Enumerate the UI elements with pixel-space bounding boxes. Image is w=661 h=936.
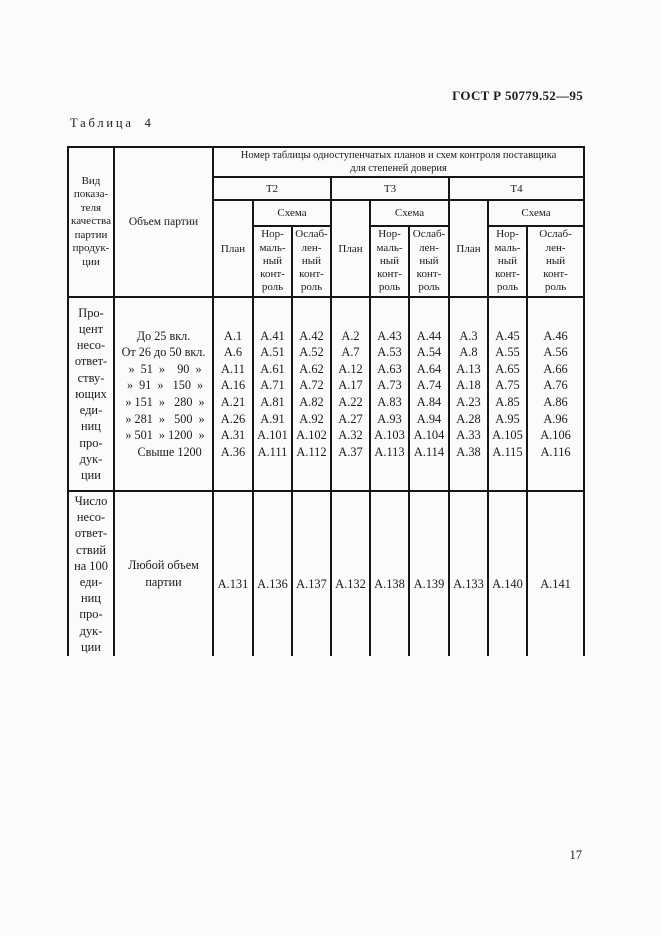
table-row-nonconformities-per-100: Число несо- ответ- ствий на 100 еди- ниц… xyxy=(67,490,586,656)
cell-t2-plan: А.131 xyxy=(212,490,254,656)
header-t3-reduced-control: Ослаб- лен- ный конт- роль xyxy=(408,225,450,298)
header-t2-normal-control: Нор- маль- ный конт- роль xyxy=(252,225,293,298)
header-kind-of-indicator: Вид показа- теля качества партии продук-… xyxy=(67,146,115,298)
cell-t2-reduced: А.42 А.52 А.62 А.72 А.82 А.92 А.102 А.11… xyxy=(291,296,332,492)
header-t3-plan: План xyxy=(330,199,371,298)
header-t3-normal-control: Нор- маль- ный конт- роль xyxy=(369,225,410,298)
sampling-plans-table: Вид показа- теля качества партии продук-… xyxy=(67,146,586,656)
header-t2-plan: План xyxy=(212,199,254,298)
header-lot-volume: Объем партии xyxy=(113,146,214,298)
cell-lot-volumes: До 25 вкл. От 26 до 50 вкл. » 51 » 90 » … xyxy=(113,296,214,492)
cell-t4-plan: А.3 А.8 А.13 А.18 А.23 А.28 А.33 А.38 xyxy=(448,296,489,492)
header-t4-normal-control: Нор- маль- ный конт- роль xyxy=(487,225,528,298)
header-t4-reduced-control: Ослаб- лен- ный конт- роль xyxy=(525,225,586,298)
cell-indicator-kind: Число несо- ответ- ствий на 100 еди- ниц… xyxy=(67,490,115,656)
table-caption: Таблица 4 xyxy=(70,116,154,130)
cell-t3-plan: А.132 xyxy=(330,490,371,656)
cell-t3-normal: А.43 А.53 А.63 А.73 А.83 А.93 А.103 А.11… xyxy=(369,296,410,492)
cell-t3-normal: А.138 xyxy=(369,490,410,656)
header-group-t4: Т4 xyxy=(447,176,586,201)
page-number: 17 xyxy=(569,848,583,862)
cell-t4-reduced: А.141 xyxy=(525,490,586,656)
cell-t3-reduced: А.139 xyxy=(408,490,450,656)
cell-t3-plan: А.2 А.7 А.12 А.17 А.22 А.27 А.32 А.37 xyxy=(330,296,371,492)
cell-t2-reduced: А.137 xyxy=(291,490,332,656)
cell-t4-normal: А.140 xyxy=(487,490,528,656)
cell-t4-plan: А.133 xyxy=(448,490,489,656)
cell-indicator-kind: Про- цент несо- ответ- ству- ющих еди- н… xyxy=(67,296,115,492)
cell-t4-reduced: А.46 А.56 А.66 А.76 А.86 А.96 А.106 А.11… xyxy=(525,296,586,492)
header-group-t2: Т2 xyxy=(212,176,332,201)
header-t2-scheme: Схема xyxy=(252,199,332,227)
header-t4-scheme: Схема xyxy=(486,199,586,227)
cell-t2-plan: А.1 А.6 А.11 А.16 А.21 А.26 А.31 А.36 xyxy=(212,296,254,492)
header-t2-reduced-control: Ослаб- лен- ный конт- роль xyxy=(291,225,332,298)
cell-lot-volumes: Любой объем партии xyxy=(113,490,214,656)
cell-t2-normal: А.41 А.51 А.61 А.71 А.81 А.91 А.101 А.11… xyxy=(252,296,293,492)
cell-t2-normal: А.136 xyxy=(252,490,293,656)
cell-t4-normal: А.45 А.55 А.65 А.75 А.85 А.95 А.105 А.11… xyxy=(487,296,528,492)
header-t3-scheme: Схема xyxy=(369,199,450,227)
header-t4-plan: План xyxy=(448,199,489,298)
header-group-t3: Т3 xyxy=(330,176,450,201)
doc-code: ГОСТ Р 50779.52—95 xyxy=(452,88,583,103)
table-row-percent-nonconforming: Про- цент несо- ответ- ству- ющих еди- н… xyxy=(67,296,586,492)
header-main-title: Номер таблицы одноступенчатых планов и с… xyxy=(211,146,586,178)
cell-t3-reduced: А.44 А.54 А.64 А.74 А.84 А.94 А.104 А.11… xyxy=(408,296,450,492)
